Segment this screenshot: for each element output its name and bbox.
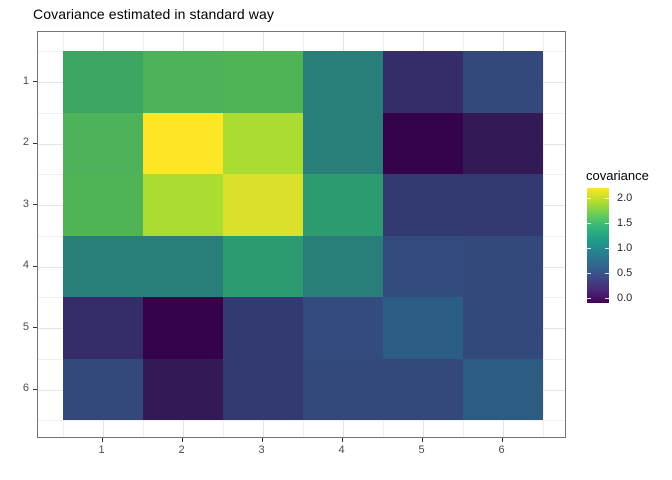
plot-panel <box>37 31 566 438</box>
legend-colorbar-tick <box>587 223 591 224</box>
heatmap-cell <box>62 235 143 297</box>
heatmap-cell <box>302 297 383 359</box>
heatmap-cell <box>382 235 463 297</box>
heatmap-cell <box>462 297 543 359</box>
x-axis-tick-label: 5 <box>418 444 425 456</box>
heatmap-cell <box>62 297 143 359</box>
legend-colorbar-tick <box>605 298 609 299</box>
gridline <box>542 32 544 437</box>
legend-colorbar-tick <box>605 223 609 224</box>
y-axis-tick-label: 5 <box>22 320 29 333</box>
heatmap-cell <box>142 297 223 359</box>
heatmap-cell <box>462 51 543 113</box>
heatmap-cell <box>302 112 383 174</box>
x-axis-tick-label: 2 <box>178 444 185 456</box>
heatmap-cell <box>382 297 463 359</box>
plot-title: Covariance estimated in standard way <box>33 6 274 22</box>
heatmap-cell <box>62 51 143 113</box>
heatmap-cell <box>462 112 543 174</box>
legend-colorbar-tick <box>587 198 591 199</box>
heatmap-cell <box>382 51 463 113</box>
y-axis-tick <box>33 204 37 205</box>
heatmap-cell <box>302 174 383 236</box>
heatmap-cell <box>62 174 143 236</box>
x-axis-tick <box>501 438 503 442</box>
legend-colorbar-tick <box>605 273 609 274</box>
legend-colorbar <box>587 188 609 303</box>
heatmap-cell <box>142 112 223 174</box>
heatmap-cell <box>382 358 463 420</box>
x-axis-tick <box>101 438 103 442</box>
y-axis-tick-label: 3 <box>22 197 29 210</box>
heatmap-cell <box>222 174 303 236</box>
legend-colorbar-tick <box>587 298 591 299</box>
legend-tick-label: 1.5 <box>617 216 633 229</box>
heatmap-cell <box>462 235 543 297</box>
legend-colorbar-tick <box>605 198 609 199</box>
heatmap-cell <box>382 174 463 236</box>
legend-colorbar-tick <box>587 248 591 249</box>
heatmap-cell <box>222 297 303 359</box>
legend-tick-label: 1.0 <box>617 241 633 254</box>
legend: covariance 2.0 1.5 1.0 0.5 0.0 <box>586 168 672 318</box>
heatmap-cell <box>62 112 143 174</box>
heatmap-cell <box>462 358 543 420</box>
legend-title: covariance <box>586 168 649 183</box>
heatmap-cell <box>222 358 303 420</box>
y-axis-tick-label: 2 <box>22 136 29 148</box>
heatmap-cell <box>142 358 223 420</box>
x-axis-tick <box>261 438 263 442</box>
heatmap-cell <box>62 358 143 420</box>
heatmap-cell <box>222 235 303 297</box>
x-axis-tick-label: 1 <box>98 444 105 456</box>
y-axis-tick <box>33 142 37 144</box>
y-axis-tick <box>33 81 37 82</box>
legend-colorbar-tick <box>587 273 591 274</box>
x-axis-tick <box>421 438 423 442</box>
x-axis-tick-label: 3 <box>258 444 265 456</box>
legend-tick-label: 2.0 <box>617 191 633 204</box>
y-axis-tick-label: 1 <box>22 74 29 87</box>
legend-tick-label: 0.0 <box>617 291 633 304</box>
y-axis-tick <box>33 265 37 267</box>
heatmap-cell <box>462 174 543 236</box>
heatmap-cell <box>142 235 223 297</box>
heatmap-cell <box>142 174 223 236</box>
heatmap-cell <box>222 51 303 113</box>
heatmap-cell <box>142 51 223 113</box>
y-axis-tick-label: 6 <box>22 382 29 394</box>
y-axis-tick <box>33 327 37 328</box>
y-axis-tick-label: 4 <box>22 259 29 271</box>
heatmap-cell <box>222 112 303 174</box>
gridline <box>38 420 565 421</box>
x-axis-tick-label: 4 <box>338 444 345 456</box>
x-axis-tick-label: 6 <box>498 444 505 456</box>
heatmap-cell <box>302 235 383 297</box>
x-axis-tick <box>341 438 343 442</box>
x-axis-tick <box>181 438 183 442</box>
y-axis-tick <box>33 388 37 390</box>
heatmap-cell <box>302 358 383 420</box>
heatmap-grid <box>62 51 543 420</box>
legend-colorbar-tick <box>605 248 609 249</box>
heatmap-cell <box>302 51 383 113</box>
legend-tick-label: 0.5 <box>617 266 633 279</box>
heatmap-cell <box>382 112 463 174</box>
